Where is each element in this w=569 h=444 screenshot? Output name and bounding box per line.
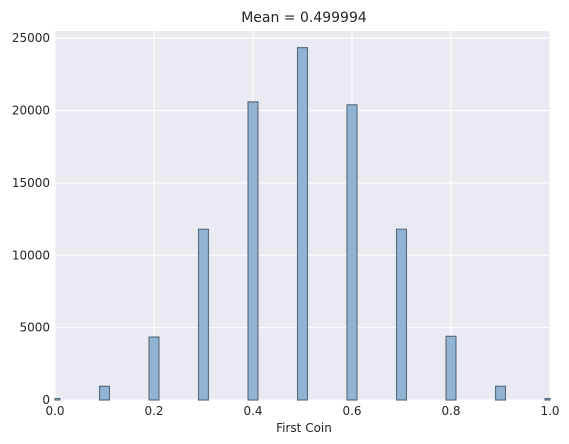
y-tick-label-1: 5000 <box>19 321 50 335</box>
histogram-bar-4 <box>247 101 259 401</box>
y-tick-label-0: 0 <box>42 393 50 407</box>
x-tick-label-1: 0.2 <box>144 404 163 418</box>
x-axis-label: First Coin <box>276 421 332 435</box>
histogram-bar-9 <box>494 385 507 401</box>
x-tick-label-2: 0.4 <box>243 404 262 418</box>
y-tick-label-2: 10000 <box>12 248 50 262</box>
histogram-bar-6 <box>346 104 358 401</box>
histogram-bar-0 <box>54 397 61 401</box>
y-tick-label-4: 20000 <box>12 104 50 118</box>
histogram-bar-7 <box>395 228 408 401</box>
histogram-bar-5 <box>296 47 309 401</box>
histogram-bar-1 <box>98 385 111 401</box>
x-tick-label-3: 0.6 <box>342 404 361 418</box>
y-tick-label-3: 15000 <box>12 176 50 190</box>
chart-title: Mean = 0.499994 <box>241 10 367 26</box>
bars <box>54 47 551 401</box>
histogram-bar-2 <box>148 336 160 401</box>
x-tick-label-5: 1.0 <box>540 404 559 418</box>
x-tick-label-0: 0.0 <box>45 404 64 418</box>
y-tick-label-5: 25000 <box>12 31 50 45</box>
x-tick-labels: 0.0 0.2 0.4 0.6 0.8 1.0 <box>45 404 559 418</box>
histogram-bar-8 <box>445 335 457 401</box>
x-tick-label-4: 0.8 <box>441 404 460 418</box>
histogram-bar-10 <box>544 397 551 401</box>
histogram-bar-3 <box>197 228 210 401</box>
y-tick-labels: 0 5000 10000 15000 20000 25000 <box>12 31 50 407</box>
